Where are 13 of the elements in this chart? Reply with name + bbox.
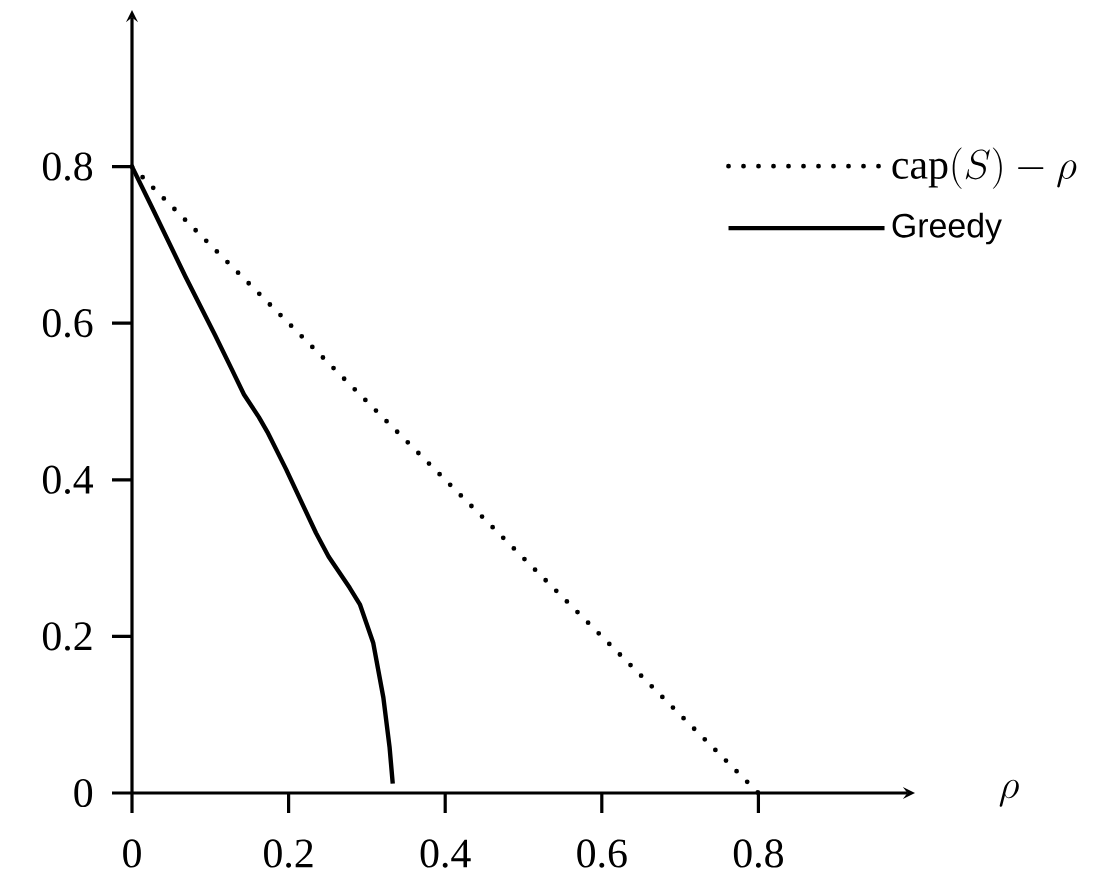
y-tick-label: 0 (74, 778, 93, 808)
y-tick-label: 0.4 (42, 465, 94, 495)
y-tick-label: 0.8 (42, 152, 93, 181)
y-tick-label: 0.6 (42, 309, 93, 338)
x-tick-label: 0.4 (420, 839, 471, 868)
x-tick-label: 0.2 (264, 839, 313, 868)
x-tick-label: 0.8 (733, 839, 783, 868)
x-tick-label: 0.6 (577, 839, 627, 868)
text: $\mathrm{cap}(S)-\rho$ (892, 147, 1077, 189)
y-tick-label: 0.2 (42, 622, 92, 651)
legend-label: Greedy (892, 212, 1002, 245)
x-axis-title: $\rho$ (999, 779, 1019, 807)
x-tick-label: 0 (123, 839, 141, 868)
